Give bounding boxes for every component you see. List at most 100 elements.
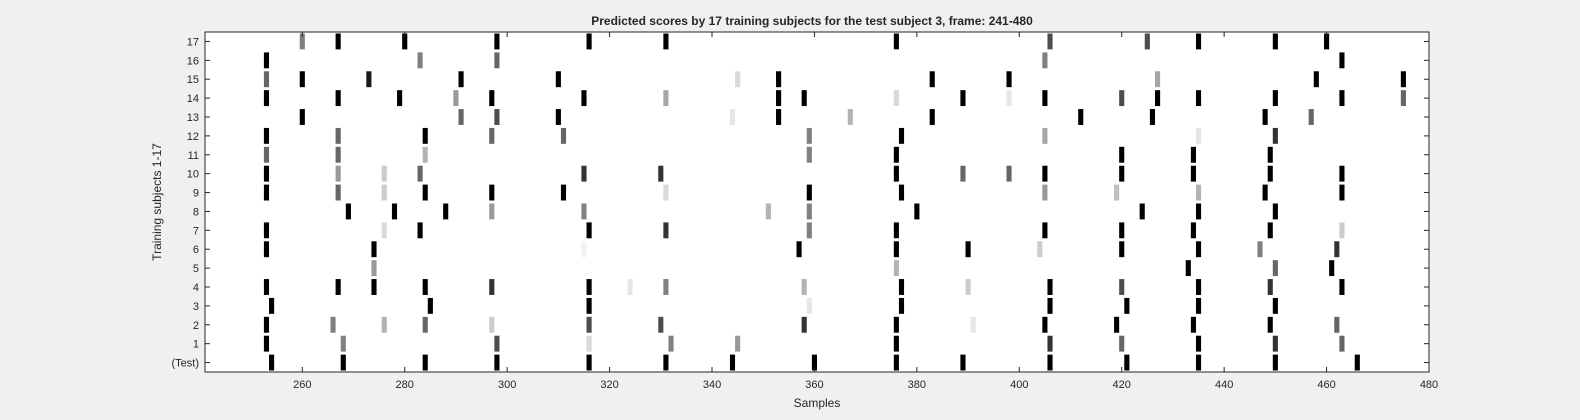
heatmap-cell (729, 354, 736, 371)
heatmap-cell (381, 316, 387, 333)
heatmap-cell (1339, 184, 1345, 201)
heatmap-cell (489, 203, 495, 220)
y-tick-label: 7 (193, 225, 199, 237)
heatmap-cell (555, 71, 561, 88)
heatmap-cell (263, 316, 270, 333)
heatmap-cell (581, 241, 587, 258)
heatmap-cell (1354, 354, 1360, 371)
heatmap-cell (1114, 184, 1120, 201)
heatmap-cell (458, 71, 464, 88)
heatmap-cell (658, 165, 664, 182)
heatmap-cell (1124, 297, 1130, 314)
heatmap-cell (299, 109, 305, 125)
heatmap-cell (586, 222, 592, 239)
heatmap-cell (391, 203, 398, 220)
heatmap-cell (1195, 127, 1202, 144)
heatmap-cell (586, 316, 592, 333)
heatmap-cell (555, 109, 561, 125)
heatmap-cell (965, 241, 971, 258)
heatmap-cell (345, 203, 351, 220)
heatmap-cell (1267, 146, 1273, 163)
heatmap-cell (898, 127, 905, 144)
heatmap-cell (263, 52, 270, 69)
heatmap-cell (960, 90, 966, 107)
heatmap-cell (1190, 222, 1196, 239)
heatmap-cell (806, 222, 812, 239)
heatmap-cell (806, 297, 812, 314)
heatmap-cell (422, 316, 428, 333)
heatmap-cell (1272, 354, 1278, 371)
heatmap-cell (581, 203, 587, 220)
heatmap-cell (1313, 71, 1319, 88)
heatmap-cell (371, 241, 377, 258)
heatmap-cell (796, 241, 802, 258)
heatmap-cell (735, 335, 741, 352)
heatmap-cell (263, 165, 270, 182)
heatmap-cell (1324, 33, 1330, 50)
heatmap-cell (1195, 90, 1202, 107)
heatmap-cell (1190, 316, 1196, 333)
heatmap-cell (1262, 184, 1268, 201)
heatmap-cell (1329, 260, 1335, 277)
heatmap-cell (1267, 222, 1273, 239)
heatmap-cell (1047, 33, 1053, 50)
heatmap-cell (1190, 146, 1196, 163)
heatmap-cell (299, 33, 305, 50)
heatmap-cell (263, 279, 270, 295)
heatmap-cell (489, 316, 495, 333)
heatmap-cell (1339, 165, 1345, 182)
y-tick-label: 17 (187, 36, 199, 48)
heatmap-cell (269, 297, 275, 314)
heatmap-cell (335, 33, 341, 50)
heatmap-cell (729, 109, 736, 125)
heatmap-cell (965, 279, 971, 295)
x-tick-label: 480 (1420, 379, 1438, 391)
heatmap-cell (263, 335, 270, 352)
heatmap-cell (1155, 71, 1161, 88)
x-axis: 260 280 300 320 340 360 380 400 420 440 460 480 (293, 32, 1438, 391)
heatmap-cell (586, 279, 592, 295)
heatmap-cell (381, 165, 387, 182)
heatmap-cell (1185, 260, 1191, 277)
heatmap-cell (960, 165, 966, 182)
heatmap-cell (340, 335, 346, 352)
heatmap-cell (581, 165, 587, 182)
heatmap-cell (417, 165, 423, 182)
heatmap-cell (1195, 33, 1202, 50)
heatmap-cell (898, 184, 905, 201)
heatmap-cell (929, 109, 935, 125)
x-tick-label: 340 (703, 379, 721, 391)
heatmap-cell (1195, 279, 1202, 295)
heatmap-cell (1339, 222, 1345, 239)
heatmap-cell (893, 90, 899, 107)
heatmap-cell (586, 297, 592, 314)
heatmap-cell (1042, 165, 1048, 182)
heatmap-cell (893, 241, 899, 258)
heatmap-cell (627, 279, 633, 295)
heatmap-cell (340, 354, 346, 371)
heatmap-cell (1195, 241, 1202, 258)
heatmap-cell (366, 71, 372, 88)
heatmap-cell (453, 90, 459, 107)
heatmap-cell (806, 127, 812, 144)
heatmap-cell (1042, 316, 1048, 333)
heatmap-cell (663, 354, 669, 371)
heatmap-cell (427, 297, 433, 314)
heatmap-cell (494, 33, 500, 50)
heatmap-cell (335, 184, 341, 201)
heatmap-cell (494, 335, 500, 352)
heatmap-cell (1339, 90, 1345, 107)
heatmap-cell (1119, 335, 1125, 352)
heatmap-cell (1042, 127, 1048, 144)
heatmap-cell (1078, 109, 1084, 125)
heatmap-cell (1339, 52, 1345, 69)
heatmap-marks (263, 33, 1406, 371)
heatmap-cell (1272, 203, 1278, 220)
heatmap-cell (263, 127, 270, 144)
heatmap-cell (458, 109, 464, 125)
x-tick-label: 300 (498, 379, 516, 391)
heatmap-cell (1272, 127, 1278, 144)
heatmap-cell (1400, 71, 1406, 88)
x-tick-label: 460 (1317, 379, 1335, 391)
heatmap-cell (893, 146, 899, 163)
